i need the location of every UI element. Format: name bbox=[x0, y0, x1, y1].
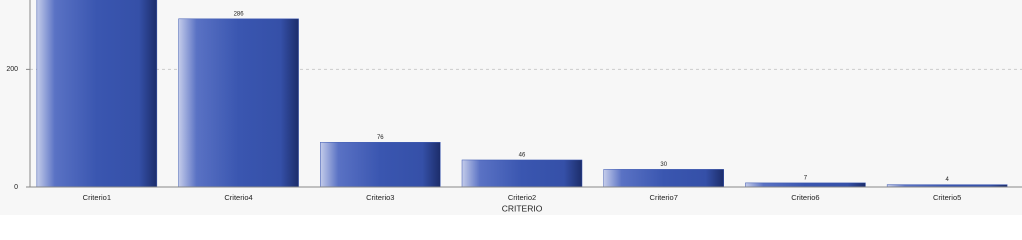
x-tick-label: Criterio4 bbox=[224, 193, 252, 202]
bar bbox=[36, 0, 158, 188]
value-label: 46 bbox=[519, 153, 526, 159]
value-label: 30 bbox=[660, 162, 667, 168]
chart: CRITERIO 0 200 Criterio1 Criterio4 286 Criter… bbox=[6, 0, 1022, 214]
value-label: 76 bbox=[377, 135, 384, 141]
y-tick-label: 200 bbox=[6, 66, 18, 73]
x-tick-label: Criterio3 bbox=[366, 193, 394, 202]
bar bbox=[320, 142, 441, 188]
x-axis-title: CRITERIO bbox=[502, 203, 543, 213]
x-tick-label: Criterio1 bbox=[83, 193, 111, 202]
value-label: 7 bbox=[804, 175, 808, 181]
x-tick-label: Criterio7 bbox=[650, 193, 678, 202]
value-label: 286 bbox=[234, 11, 245, 17]
bar bbox=[745, 182, 866, 188]
bar bbox=[461, 159, 583, 188]
bar bbox=[178, 18, 299, 188]
x-tick-label: Criterio5 bbox=[933, 193, 961, 202]
x-tick-label: Criterio6 bbox=[791, 193, 819, 202]
bar bbox=[603, 169, 724, 188]
y-tick-label: 0 bbox=[14, 184, 18, 191]
value-label: 4 bbox=[945, 177, 949, 183]
x-tick-label: Criterio2 bbox=[508, 193, 536, 202]
